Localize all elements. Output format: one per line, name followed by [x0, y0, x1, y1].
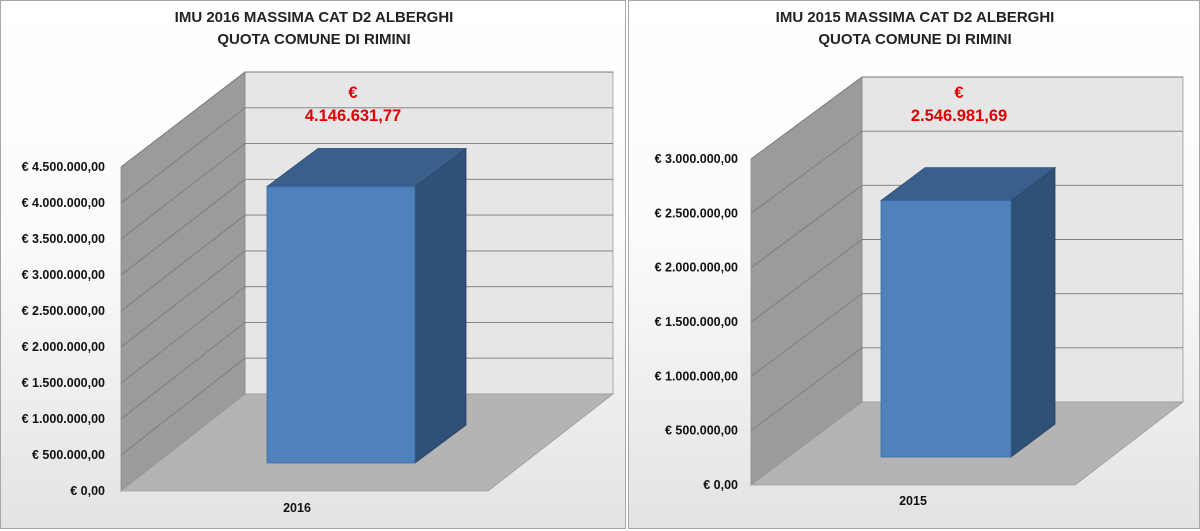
x-category-label: 2016 [283, 501, 311, 515]
y-tick-label: € 0,00 [703, 478, 738, 492]
chart-gridline [120, 250, 613, 348]
y-tick-label: € 3.000.000,00 [22, 268, 105, 282]
y-tick-label: € 1.500.000,00 [655, 315, 738, 329]
bar-side-face [414, 147, 467, 464]
chart-imu-2015: IMU 2015 MASSIMA CAT D2 ALBERGHI QUOTA CO… [655, 9, 1185, 508]
y-tick-label: € 0,00 [70, 484, 105, 498]
chart-gridline [750, 347, 1183, 432]
y-tick-label: € 3.000.000,00 [655, 152, 738, 166]
y-tick-label: € 500.000,00 [32, 448, 105, 462]
chart-gridline [120, 286, 613, 384]
chart-gridline [120, 214, 613, 312]
bar-2016 [266, 186, 416, 464]
y-tick-label: € 2.500.000,00 [22, 304, 105, 318]
chart-gridline [750, 130, 1183, 214]
y-tick-label: € 2.000.000,00 [22, 340, 105, 354]
y-tick-label: € 2.000.000,00 [655, 261, 738, 275]
bar-side-face [1010, 166, 1056, 458]
y-tick-label: € 3.500.000,00 [22, 232, 105, 246]
chart-gridline [120, 143, 613, 240]
y-tick-label: € 2.500.000,00 [655, 206, 738, 220]
chart-panel-imu-2015: IMU 2015 MASSIMA CAT D2 ALBERGHI QUOTA CO… [628, 0, 1200, 529]
chart-gridline [750, 76, 1183, 160]
chart-gridline [120, 107, 613, 204]
chart-gridline [120, 71, 613, 168]
y-tick-label: € 4.000.000,00 [22, 196, 105, 210]
chart-panel-imu-2016: IMU 2016 MASSIMA CAT D2 ALBERGHI QUOTA CO… [0, 0, 626, 529]
chart-gridline [120, 321, 613, 420]
chart-title-line: QUOTA COMUNE DI RIMINI [818, 31, 1011, 48]
chart-title-line: IMU 2016 MASSIMA CAT D2 ALBERGHI [175, 9, 454, 26]
chart-gridline [120, 357, 613, 456]
bar-data-label: 4.146.631,77 [305, 107, 401, 125]
y-tick-label: € 4.500.000,00 [22, 160, 105, 174]
y-tick-label: € 1.000.000,00 [22, 412, 105, 426]
chart-gridline [750, 239, 1183, 323]
x-category-label: 2015 [899, 494, 927, 508]
chart-title-line: IMU 2015 MASSIMA CAT D2 ALBERGHI [776, 9, 1055, 26]
y-tick-label: € 500.000,00 [665, 424, 738, 438]
chart-title-line: QUOTA COMUNE DI RIMINI [217, 31, 410, 48]
chart-gridline [750, 184, 1183, 269]
bar-data-label: € [348, 84, 357, 102]
chart-imu-2016: IMU 2016 MASSIMA CAT D2 ALBERGHI QUOTA CO… [22, 9, 615, 515]
y-tick-label: € 1.000.000,00 [655, 369, 738, 383]
chart-gridline [750, 293, 1183, 377]
bar-data-label: 2.546.981,69 [911, 107, 1007, 125]
chart-gridline [120, 178, 613, 276]
y-tick-label: € 1.500.000,00 [22, 376, 105, 390]
bar-data-label: € [954, 84, 963, 102]
bar-2015 [880, 200, 1012, 458]
